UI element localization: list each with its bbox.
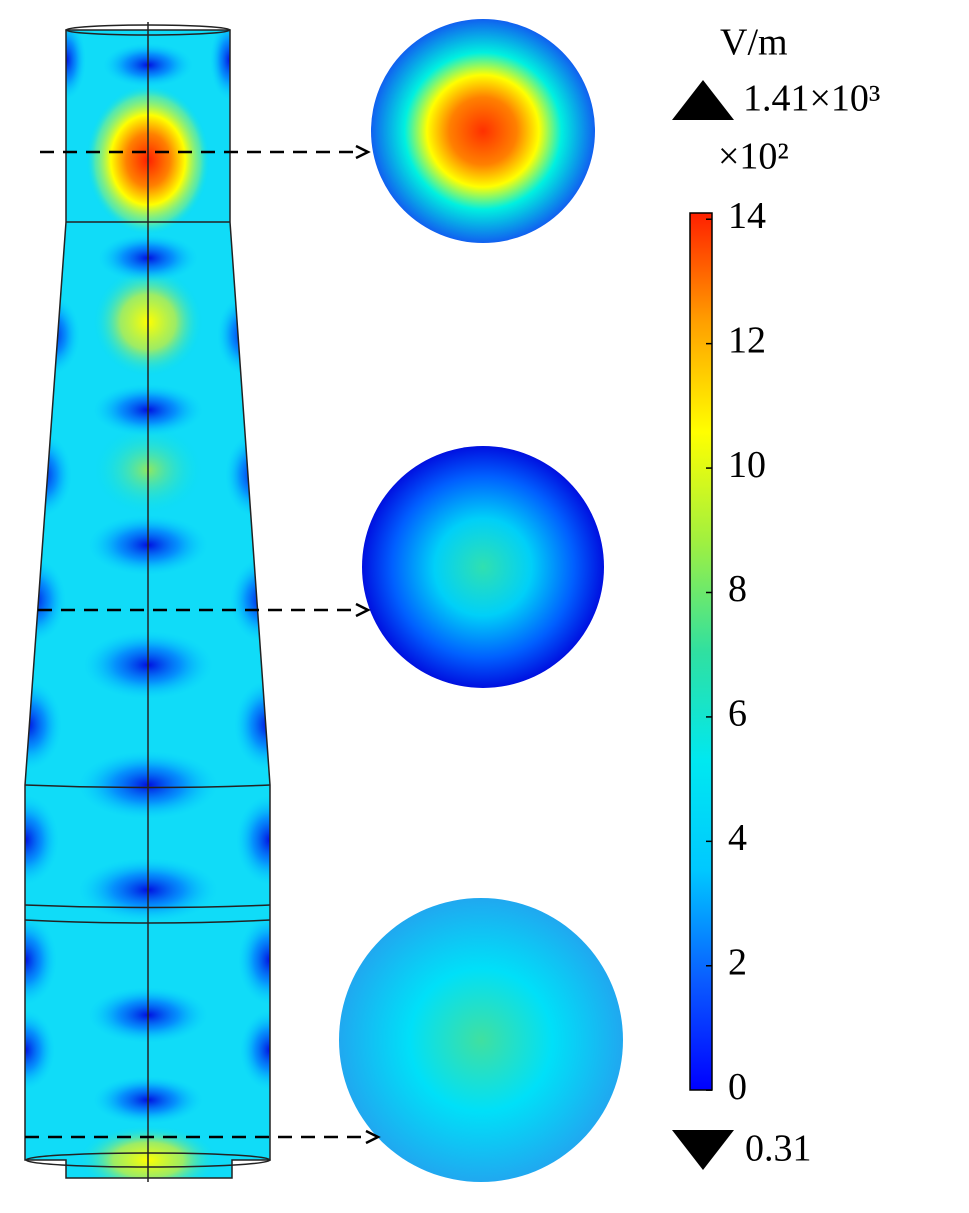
dashed-arrows: [25, 144, 381, 1145]
max-marker: [672, 80, 734, 120]
tick-label: 2: [728, 941, 747, 983]
field-plot: [25, 30, 270, 1178]
tick-label: 6: [728, 693, 747, 735]
tick-label: 14: [728, 195, 766, 237]
multiplier-label: ×10²: [718, 136, 789, 178]
tick-label: 10: [728, 444, 766, 486]
min-marker: [672, 1130, 734, 1170]
colorbar: [689, 212, 713, 1091]
min-label: 0.31: [745, 1128, 812, 1170]
unit-label: V/m: [720, 22, 788, 64]
tick-label: 12: [728, 319, 766, 361]
tick-label: 0: [728, 1066, 747, 1108]
tick-label: 8: [728, 568, 747, 610]
cross-section-middle: [362, 446, 604, 688]
max-label: 1.41×10³: [743, 78, 880, 120]
cross-section-bottom: [339, 898, 623, 1182]
geometry-outline: [24, 22, 271, 1182]
cross-section-top: [371, 19, 595, 243]
tick-label: 4: [728, 817, 747, 859]
